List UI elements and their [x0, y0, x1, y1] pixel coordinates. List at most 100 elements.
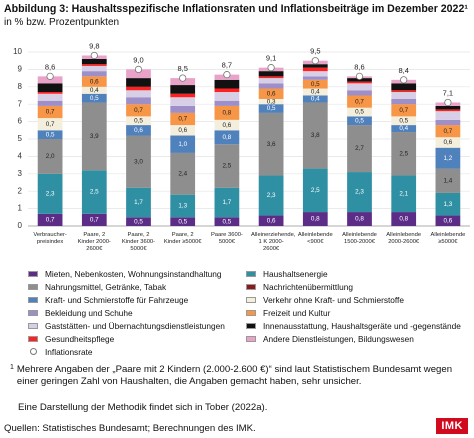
legend-label: Freizeit und Kultur	[263, 307, 331, 318]
value-label: 0,5	[399, 117, 408, 124]
value-label: 0,7	[46, 217, 55, 224]
value-label: 1,2	[444, 155, 453, 162]
bar-segment	[435, 119, 461, 126]
bar-segment	[302, 95, 328, 103]
legend-label: Gesundheitspflege	[45, 333, 115, 344]
bar-segment	[81, 65, 107, 72]
legend-entry: Inflationsrate	[28, 346, 246, 357]
value-label: 0,8	[223, 110, 232, 117]
rate-label: 7,1	[443, 88, 453, 97]
legend-swatch	[30, 348, 37, 355]
rate-marker	[400, 76, 408, 84]
bar-segment	[170, 194, 196, 218]
bar-segment	[37, 83, 63, 93]
bar-segment	[258, 71, 284, 77]
bar-segment	[258, 83, 284, 89]
value-label: 0,5	[355, 109, 364, 116]
y-tick-label: 0	[18, 221, 23, 230]
value-label: 0,4	[90, 87, 99, 94]
value-label: 0,6	[267, 217, 276, 224]
bar-segment	[81, 93, 107, 103]
legend-swatch	[28, 335, 38, 342]
y-tick-label: 3	[18, 169, 23, 178]
bar-segment	[435, 111, 461, 120]
legend-label: Nachrichtenübermittlung	[263, 281, 353, 292]
bar-segment	[170, 112, 196, 126]
value-label: 0,8	[399, 216, 408, 223]
footnote: 1 Mehrere Angaben der „Paare mit 2 Kinde…	[10, 364, 462, 388]
bar-segment	[170, 217, 196, 226]
value-label: 0,4	[399, 125, 408, 132]
bar-segment	[37, 130, 63, 139]
value-label: 0,6	[267, 90, 276, 97]
rate-marker	[134, 65, 143, 74]
legend-swatch	[246, 296, 256, 303]
bar-segment	[214, 79, 240, 89]
bar-segment	[37, 105, 63, 119]
value-label: 0,5	[223, 218, 232, 225]
bar-segment	[126, 78, 151, 87]
bar-segment	[435, 147, 461, 169]
source: Quellen: Statistisches Bundesamt; Berech…	[4, 423, 256, 434]
legend-label: Verkehr ohne Kraft- und Schmierstoffe	[263, 294, 404, 305]
x-tick-label: Alleinlebende 1500-2000€	[342, 232, 377, 245]
value-label: 0,7	[90, 217, 99, 224]
rate-marker	[355, 72, 364, 80]
legend-entry: Gesundheitspflege	[28, 333, 246, 344]
bar-segment	[347, 107, 372, 117]
legend-swatch	[28, 322, 38, 329]
bar-segment	[258, 112, 284, 176]
legend-swatch	[246, 283, 256, 290]
bar-segment	[302, 76, 328, 80]
bar-segment	[302, 71, 328, 77]
bar-segment	[81, 71, 107, 77]
y-tick-label: 4	[18, 152, 23, 161]
legend-label: Haushaltsenergie	[263, 268, 328, 279]
bar-segment	[347, 116, 372, 126]
value-label: 2,4	[178, 170, 187, 177]
y-tick-label: 2	[18, 186, 23, 195]
bar-segment	[37, 173, 63, 214]
value-label: 1,4	[444, 177, 453, 184]
value-label: 0,8	[223, 134, 232, 141]
bar-segment	[214, 130, 240, 145]
rate-label: 8,5	[177, 64, 187, 73]
value-label: 0,7	[46, 109, 55, 116]
bar-segment	[37, 118, 63, 131]
y-tick-label: 6	[18, 117, 23, 126]
bar-segment	[391, 132, 417, 176]
rate-label: 8,4	[398, 66, 408, 75]
legend-entry: Kraft- und Schmierstoffe für Fahrzeuge	[28, 294, 246, 305]
bar-segment	[391, 98, 417, 105]
rate-marker	[267, 64, 275, 72]
value-label: 2,5	[90, 189, 99, 196]
legend-swatch	[28, 283, 38, 290]
value-label: 0,7	[46, 121, 55, 128]
bar-segment	[258, 78, 284, 84]
legend-swatch	[246, 322, 256, 329]
value-label: 3,9	[90, 133, 99, 140]
bar-segment	[214, 105, 240, 120]
rate-marker	[311, 57, 319, 65]
legend-entry: Verkehr ohne Kraft- und Schmierstoffe	[246, 294, 468, 305]
x-tick-label: Paare, 2 Kinder 2000-2600€	[77, 232, 111, 252]
bar-segment	[391, 92, 417, 99]
bar-segment	[435, 192, 461, 216]
legend-entry: Freizeit und Kultur	[246, 307, 468, 318]
rate-label: 9,8	[89, 41, 99, 50]
legend-swatch	[246, 335, 256, 342]
bar-segment	[214, 92, 240, 101]
value-label: 0,7	[178, 116, 187, 123]
bar-segment	[126, 69, 151, 79]
value-label: 2,0	[46, 153, 55, 160]
legend-label: Gaststätten- und Übernachtungsdienstleis…	[45, 320, 225, 331]
bar-segment	[81, 76, 107, 87]
bar-segment	[258, 88, 284, 99]
x-tick-label: Alleinerziehende, 1 K 2000-2600€	[251, 232, 296, 252]
value-label: 1,7	[223, 199, 232, 206]
bar-segment	[81, 213, 107, 226]
rate-marker	[444, 98, 452, 107]
value-label: 0,5	[311, 81, 320, 88]
legend-entry: Bekleidung und Schuhe	[28, 307, 246, 318]
bar-segment	[435, 125, 461, 138]
